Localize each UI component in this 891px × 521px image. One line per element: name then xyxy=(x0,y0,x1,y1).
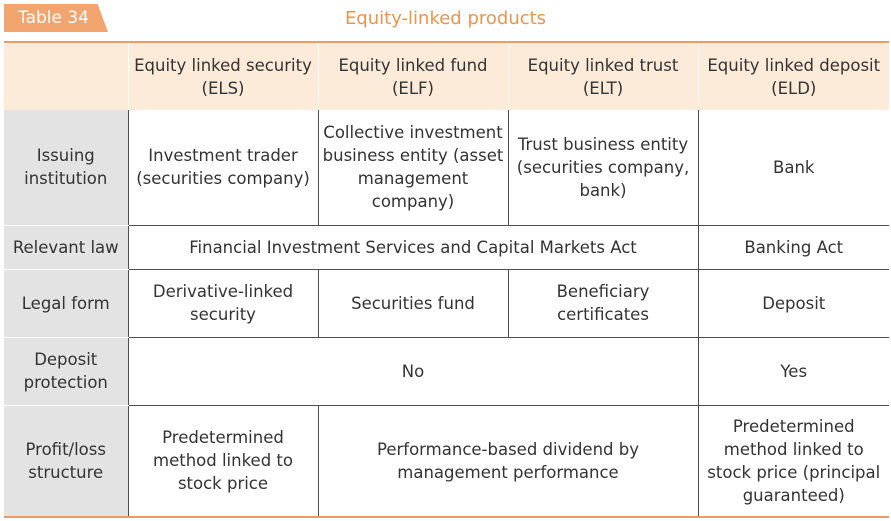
cell-deposit-protection-els-elf-elt: No xyxy=(127,337,698,406)
cell-legal-form-els: Derivative-linked security xyxy=(127,269,318,338)
cell-issuing-elf: Collective investment business entity (a… xyxy=(317,110,508,226)
table-row-deposit-protection: Deposit protection No Yes xyxy=(4,337,889,406)
table-title: Equity-linked products xyxy=(344,8,547,29)
equity-linked-products-table: Equity linked security (ELS) Equity link… xyxy=(4,41,889,518)
cell-issuing-elt: Trust business entity (securities compan… xyxy=(507,110,698,226)
cell-issuing-eld: Bank xyxy=(697,110,889,226)
table-row-legal-form: Legal form Derivative-linked security Se… xyxy=(4,269,889,338)
cell-law-eld: Banking Act xyxy=(697,225,889,270)
table-number-tag: Table 34 xyxy=(4,4,108,32)
cell-legal-form-eld: Deposit xyxy=(697,269,889,338)
column-header-eld: Equity linked deposit (ELD) xyxy=(697,41,889,110)
row-label-relevant-law: Relevant law xyxy=(4,225,128,270)
column-header-els: Equity linked security (ELS) xyxy=(127,41,318,110)
header-corner-cell xyxy=(4,41,128,110)
cell-law-els-elf-elt: Financial Investment Services and Capita… xyxy=(127,225,698,270)
cell-issuing-els: Investment trader (securities company) xyxy=(127,110,318,226)
cell-profit-loss-elf-elt: Performance-based dividend by management… xyxy=(317,405,698,518)
cell-legal-form-elt: Beneficiary certificates xyxy=(507,269,698,338)
row-label-deposit-protection: Deposit protection xyxy=(4,337,128,406)
table-row-issuing-institution: Issuing institution Investment trader (s… xyxy=(4,110,889,226)
cell-profit-loss-eld: Predetermined method linked to stock pri… xyxy=(697,405,889,518)
row-label-issuing-institution: Issuing institution xyxy=(4,110,128,226)
cell-legal-form-elf: Securities fund xyxy=(317,269,508,338)
table-row-profit-loss-structure: Profit/loss structure Predetermined meth… xyxy=(4,405,889,518)
cell-deposit-protection-eld: Yes xyxy=(697,337,889,406)
table-row-relevant-law: Relevant law Financial Investment Servic… xyxy=(4,225,889,270)
row-label-profit-loss-structure: Profit/loss structure xyxy=(4,405,128,518)
cell-profit-loss-els: Predetermined method linked to stock pri… xyxy=(127,405,318,518)
column-header-elt: Equity linked trust (ELT) xyxy=(507,41,698,110)
header-row: Equity linked security (ELS) Equity link… xyxy=(4,41,889,110)
column-header-elf: Equity linked fund (ELF) xyxy=(317,41,508,110)
title-bar: Table 34 Equity-linked products xyxy=(0,0,891,40)
row-label-legal-form: Legal form xyxy=(4,269,128,338)
